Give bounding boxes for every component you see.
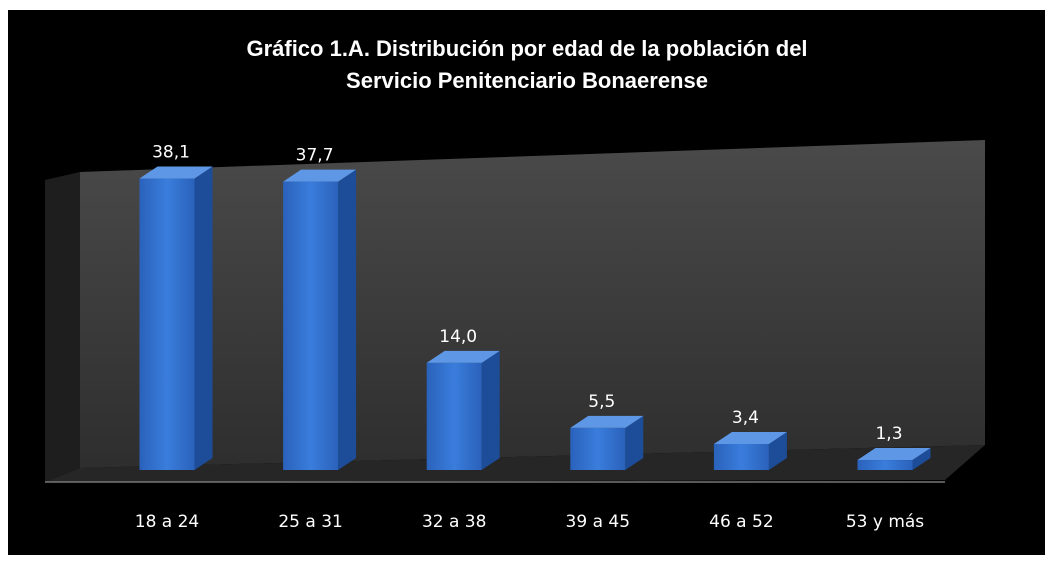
data-label: 38,1 — [152, 143, 190, 163]
x-tick-label: 53 y más — [846, 512, 924, 532]
data-label: 14,0 — [439, 327, 477, 347]
bar-side — [194, 166, 213, 470]
bar — [857, 460, 913, 470]
bar — [713, 443, 769, 470]
bar-top — [426, 350, 500, 363]
data-label: 1,3 — [875, 424, 902, 444]
chart-title: Servicio Penitenciario Bonaerense — [346, 68, 708, 93]
x-tick-label: 39 a 45 — [566, 512, 631, 532]
bar — [283, 181, 339, 470]
side-wall — [45, 172, 80, 482]
bar-side — [625, 415, 644, 470]
x-tick-label: 46 a 52 — [709, 512, 774, 532]
bar-top — [713, 431, 787, 444]
x-tick-label: 32 a 38 — [422, 512, 487, 532]
back-wall — [80, 140, 985, 468]
bar-top — [139, 166, 213, 179]
chart-title: Gráfico 1.A. Distribución por edad de la… — [246, 36, 807, 61]
bar — [139, 178, 195, 470]
bar-top — [857, 448, 931, 461]
bar-side — [338, 169, 357, 470]
bar-side — [912, 448, 931, 470]
data-label: 5,5 — [588, 392, 615, 412]
bar — [426, 362, 482, 470]
data-label: 37,7 — [296, 146, 334, 166]
x-tick-label: 25 a 31 — [278, 512, 343, 532]
bar-side — [481, 350, 500, 470]
bar-side — [768, 431, 787, 470]
x-tick-label: 18 a 24 — [135, 512, 200, 532]
bar-top — [570, 415, 644, 428]
bar-top — [283, 169, 357, 182]
data-label: 3,4 — [732, 408, 759, 428]
bar — [570, 427, 626, 470]
